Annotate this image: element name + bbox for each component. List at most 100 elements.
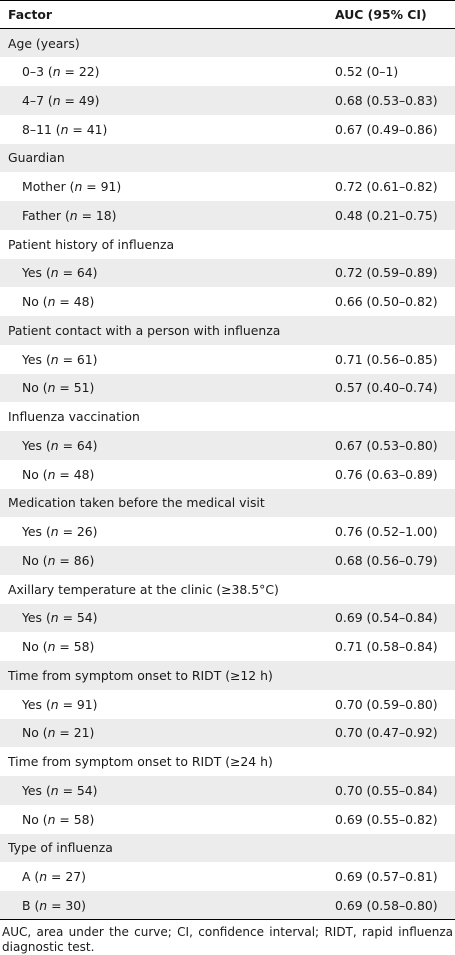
- auc-value: 0.76 (0.63–0.89): [335, 466, 438, 482]
- auc-cell-empty: [335, 661, 455, 690]
- auc-value: 0.69 (0.55–0.82): [335, 811, 438, 827]
- level-text: 4–7 (: [22, 92, 53, 108]
- table-row: Yes (n = 64) 0.67 (0.53–0.80): [0, 431, 455, 460]
- n-symbol: n: [50, 610, 59, 626]
- factor-level-label: Yes (n = 91): [0, 690, 335, 719]
- factor-level-label: No (n = 58): [0, 632, 335, 661]
- auc-cell-empty: [335, 316, 455, 345]
- table-row-group: Patient history of influenza: [0, 230, 455, 259]
- factor-group-label: Patient history of influenza: [8, 236, 175, 252]
- table-row-group: Influenza vaccination: [0, 402, 455, 431]
- factor-group-label: Axillary temperature at the clinic (≥38.…: [8, 581, 279, 597]
- auc-value: 0.69 (0.57–0.81): [335, 869, 438, 885]
- table-row: B (n = 30) 0.69 (0.58–0.80): [0, 891, 455, 920]
- auc-cell-empty: [335, 489, 455, 518]
- level-text: No (: [22, 552, 48, 568]
- table-row-group: Type of influenza: [0, 833, 455, 863]
- table-row-group: Time from symptom onset to RIDT (≥24 h): [0, 747, 455, 776]
- n-count: = 49): [60, 92, 100, 108]
- table-header-row: Factor AUC (95% CI): [0, 0, 455, 29]
- n-symbol: n: [39, 869, 48, 885]
- table-row: Yes (n = 91) 0.70 (0.59–0.80): [0, 690, 455, 719]
- auc-value: 0.69 (0.54–0.84): [335, 610, 438, 626]
- n-symbol: n: [52, 92, 61, 108]
- table-row: Yes (n = 64) 0.72 (0.59–0.89): [0, 258, 455, 288]
- n-count: = 54): [58, 610, 98, 626]
- n-count: = 48): [55, 466, 95, 482]
- factor-level-label: Mother (n = 91): [0, 172, 335, 201]
- level-text: No (: [22, 725, 48, 741]
- table-row-group: Medication taken before the medical visi…: [0, 488, 455, 518]
- table-row-group: Patient contact with a person with influ…: [0, 316, 455, 345]
- n-symbol: n: [47, 811, 56, 827]
- auc-value: 0.71 (0.58–0.84): [335, 639, 438, 655]
- factor-level-label: Yes (n = 61): [0, 345, 335, 374]
- factor-level-label: B (n = 30): [0, 891, 335, 920]
- table-row: Mother (n = 91) 0.72 (0.61–0.82): [0, 172, 455, 201]
- level-text: Father (: [22, 207, 70, 223]
- n-count: = 51): [55, 380, 95, 396]
- n-count: = 64): [58, 265, 98, 281]
- table-row-group: Guardian: [0, 143, 455, 173]
- level-text: Yes (: [22, 524, 51, 540]
- n-symbol: n: [50, 782, 59, 798]
- level-text: A (: [22, 869, 40, 885]
- level-text: Yes (: [22, 782, 51, 798]
- n-count: = 26): [58, 524, 98, 540]
- auc-value: 0.76 (0.52–1.00): [335, 524, 438, 540]
- factor-group-label: Age (years): [8, 35, 80, 51]
- table-row: Yes (n = 26) 0.76 (0.52–1.00): [0, 517, 455, 546]
- table-row: 4–7 (n = 49) 0.68 (0.53–0.83): [0, 86, 455, 115]
- auc-value: 0.70 (0.55–0.84): [335, 782, 438, 798]
- auc-value: 0.66 (0.50–0.82): [335, 294, 438, 310]
- auc-value: 0.69 (0.58–0.80): [335, 897, 438, 913]
- factor-level-label: A (n = 27): [0, 862, 335, 891]
- factor-group-label: Time from symptom onset to RIDT (≥24 h): [8, 754, 273, 770]
- table-row: Yes (n = 54) 0.69 (0.54–0.84): [0, 603, 455, 633]
- level-text: B (: [22, 897, 40, 913]
- table-row: No (n = 86) 0.68 (0.56–0.79): [0, 546, 455, 575]
- table-row-group: Axillary temperature at the clinic (≥38.…: [0, 575, 455, 604]
- auc-table: Factor AUC (95% CI) Age (years) 0–3 (n = …: [0, 0, 455, 920]
- n-count: = 58): [55, 639, 95, 655]
- auc-value: 0.72 (0.61–0.82): [335, 179, 438, 195]
- level-text: Yes (: [22, 351, 51, 367]
- factor-level-label: Yes (n = 54): [0, 604, 335, 633]
- factor-group-label: Influenza vaccination: [8, 409, 140, 425]
- factor-level-label: No (n = 86): [0, 546, 335, 575]
- table-row: No (n = 48) 0.76 (0.63–0.89): [0, 460, 455, 489]
- n-count: = 58): [55, 811, 95, 827]
- auc-value: 0.72 (0.59–0.89): [335, 265, 438, 281]
- auc-value: 0.70 (0.59–0.80): [335, 696, 438, 712]
- table-row: No (n = 21) 0.70 (0.47–0.92): [0, 718, 455, 748]
- table-row: A (n = 27) 0.69 (0.57–0.81): [0, 862, 455, 891]
- table-row: No (n = 48) 0.66 (0.50–0.82): [0, 287, 455, 316]
- n-count: = 41): [68, 121, 108, 137]
- auc-cell-empty: [335, 402, 455, 431]
- n-count: = 48): [55, 294, 95, 310]
- n-symbol: n: [47, 466, 56, 482]
- level-text: 0–3 (: [22, 64, 53, 80]
- factor-level-label: No (n = 58): [0, 805, 335, 834]
- factor-level-label: Father (n = 18): [0, 201, 335, 230]
- factor-level-label: Yes (n = 64): [0, 259, 335, 288]
- table-row-group: Age (years): [0, 28, 455, 58]
- auc-cell-empty: [335, 575, 455, 604]
- factor-group-label: Time from symptom onset to RIDT (≥12 h): [8, 667, 273, 683]
- table-row: No (n = 58) 0.71 (0.58–0.84): [0, 632, 455, 661]
- n-symbol: n: [47, 639, 56, 655]
- n-symbol: n: [47, 380, 56, 396]
- level-text: Mother (: [22, 179, 75, 195]
- level-text: No (: [22, 294, 48, 310]
- n-symbol: n: [50, 265, 59, 281]
- table-row: 8–11 (n = 41) 0.67 (0.49–0.86): [0, 115, 455, 144]
- factor-level-label: Yes (n = 64): [0, 431, 335, 460]
- header-auc: AUC (95% CI): [335, 0, 455, 29]
- table-row: Father (n = 18) 0.48 (0.21–0.75): [0, 201, 455, 230]
- factor-level-label: No (n = 51): [0, 374, 335, 403]
- n-count: = 61): [58, 351, 98, 367]
- n-symbol: n: [52, 64, 61, 80]
- factor-level-label: 0–3 (n = 22): [0, 57, 335, 86]
- level-text: 8–11 (: [22, 121, 61, 137]
